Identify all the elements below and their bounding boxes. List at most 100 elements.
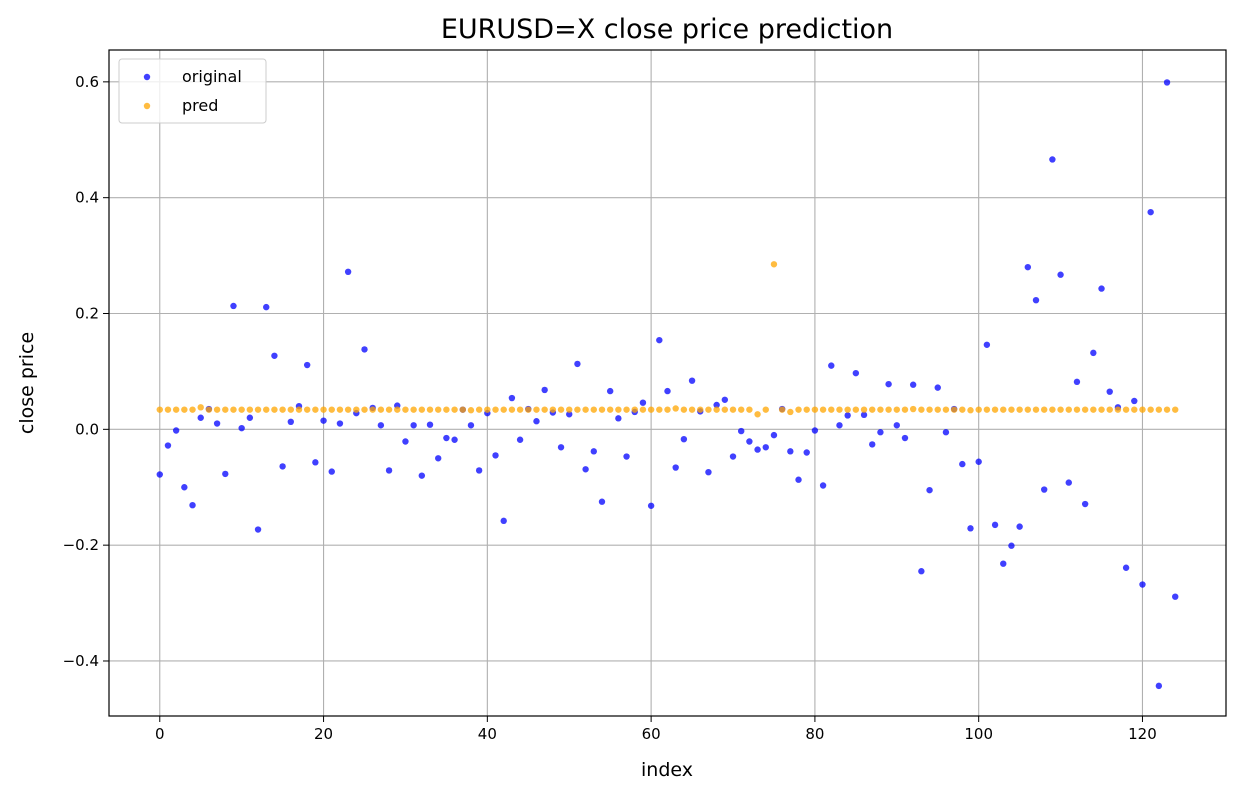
original-point xyxy=(664,387,671,395)
pred-point xyxy=(312,406,319,413)
x-tick-label: 100 xyxy=(964,725,993,743)
pred-point xyxy=(828,406,835,413)
pred-point xyxy=(1008,406,1015,413)
pred-point xyxy=(1073,406,1081,413)
original-point xyxy=(1008,542,1015,549)
x-tick-label: 120 xyxy=(1128,725,1157,743)
original-point xyxy=(344,268,352,276)
pred-point xyxy=(271,406,278,413)
original-point xyxy=(705,468,712,476)
original-point xyxy=(541,386,548,394)
x-tick-label: 40 xyxy=(478,725,497,743)
pred-point xyxy=(672,405,679,412)
pred-point xyxy=(1041,406,1048,413)
original-point xyxy=(1041,486,1048,493)
original-point xyxy=(787,448,794,455)
pred-point xyxy=(410,406,417,413)
original-point xyxy=(402,438,409,445)
pred-point xyxy=(975,406,982,413)
original-point xyxy=(647,502,655,509)
original-point xyxy=(983,341,991,348)
pred-point xyxy=(795,406,802,413)
original-point xyxy=(197,414,204,421)
original-point xyxy=(1163,79,1171,86)
pred-point xyxy=(189,406,196,413)
pred-point xyxy=(819,406,827,413)
original-point xyxy=(1139,581,1146,588)
original-point xyxy=(533,418,540,425)
original-point xyxy=(901,434,909,442)
original-point xyxy=(598,498,606,505)
pred-point xyxy=(967,407,974,414)
original-point xyxy=(623,453,630,460)
pred-point xyxy=(705,406,712,413)
original-point xyxy=(1090,349,1097,357)
pred-point xyxy=(295,406,303,413)
pred-point xyxy=(885,406,892,413)
original-point xyxy=(606,387,614,395)
original-point xyxy=(656,336,663,344)
y-axis-label: close price xyxy=(16,332,38,434)
original-point xyxy=(557,444,565,451)
original-point xyxy=(672,464,679,471)
pred-point xyxy=(811,406,819,413)
original-point xyxy=(852,369,860,377)
pred-point xyxy=(623,406,630,413)
pred-point xyxy=(303,406,311,413)
pred-point xyxy=(738,406,745,413)
original-point xyxy=(795,476,802,483)
original-point xyxy=(1016,523,1023,530)
pred-point xyxy=(762,406,769,413)
pred-point xyxy=(647,406,655,413)
original-point xyxy=(680,435,688,443)
pred-point xyxy=(492,406,499,413)
pred-point xyxy=(983,406,991,413)
original-point xyxy=(443,434,450,442)
y-tick-label: 0.2 xyxy=(75,305,99,323)
pred-point xyxy=(213,406,221,413)
chart-title: EURUSD=X close price prediction xyxy=(441,14,893,45)
pred-point xyxy=(680,406,688,413)
pred-point xyxy=(1098,406,1105,413)
axes-frame xyxy=(108,49,1227,717)
pred-point xyxy=(754,411,761,418)
original-point xyxy=(189,501,196,509)
original-point xyxy=(828,362,835,369)
pred-point xyxy=(369,406,376,413)
pred-point xyxy=(639,406,647,413)
pred-point xyxy=(451,406,458,413)
pred-point xyxy=(361,406,368,413)
original-point xyxy=(1081,500,1089,508)
original-point xyxy=(181,484,188,491)
original-point xyxy=(238,424,245,432)
pred-point xyxy=(991,406,999,413)
pred-point xyxy=(1172,406,1179,413)
original-point xyxy=(590,448,597,455)
pred-point xyxy=(156,406,163,413)
pred-point xyxy=(508,406,516,413)
pred-point xyxy=(959,406,966,413)
pred-point xyxy=(656,406,663,413)
pred-point xyxy=(778,406,786,413)
legend-marker-original xyxy=(143,73,151,81)
data-points xyxy=(156,79,1179,690)
pred-point xyxy=(263,406,270,413)
x-tick-label: 0 xyxy=(155,725,165,743)
original-point xyxy=(877,429,884,436)
pred-point xyxy=(852,406,860,413)
pred-point xyxy=(688,406,696,413)
original-point xyxy=(1049,156,1056,163)
pred-point xyxy=(713,406,720,413)
pred-point xyxy=(484,406,491,413)
original-point xyxy=(885,380,892,388)
pred-point xyxy=(1114,406,1122,413)
original-point xyxy=(1131,397,1138,405)
original-point xyxy=(1147,208,1154,216)
legend-label-original: original xyxy=(182,67,242,86)
original-point xyxy=(574,360,581,368)
original-point xyxy=(566,411,573,418)
pred-point xyxy=(344,406,352,413)
original-point xyxy=(500,517,507,525)
original-point xyxy=(361,346,368,353)
